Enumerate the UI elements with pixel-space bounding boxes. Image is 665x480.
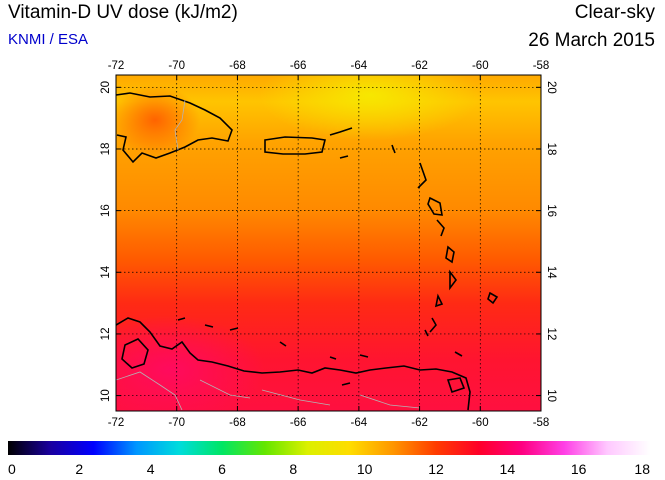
date-label: 26 March 2015 [528,30,655,51]
lat-label-right: 10 [545,389,557,402]
colorbar: 0 2 4 6 8 10 12 14 16 18 [8,441,650,477]
lon-label-bottom: -64 [351,417,368,429]
colorbar-label: 18 [634,461,650,477]
lon-label-top: -62 [411,60,428,72]
lesser-antilles-coast [391,144,499,337]
lon-label-bottom: -58 [533,417,550,429]
lon-label-top: -66 [290,60,307,72]
lat-label-left: 10 [100,389,112,402]
lat-label-left: 20 [100,81,112,94]
small-islands [177,317,463,386]
lat-label-left: 14 [100,265,112,278]
lon-label-top: -72 [108,60,125,72]
lon-label-bottom: -68 [229,417,246,429]
sky-type-label: Clear-sky [574,2,655,23]
colorbar-label: 12 [428,461,444,477]
colorbar-gradient [8,441,650,455]
colorbar-label: 2 [75,461,83,477]
colorbar-label: 10 [357,461,373,477]
lat-label-left: 12 [100,328,112,341]
lon-label-top: -60 [472,60,489,72]
lon-label-bottom: -72 [108,417,125,429]
graticule [116,75,541,411]
coastlines [116,92,499,411]
south-america-coast [116,317,471,411]
map-frame [115,74,542,412]
lon-label-bottom: -60 [472,417,489,429]
lon-label-top: -68 [229,60,246,72]
trinidad-coast [446,377,466,394]
colorbar-label: 6 [218,461,226,477]
credit-label: KNMI / ESA [8,31,89,48]
map-title: Vitamin-D UV dose (kJ/m2) [8,2,238,23]
lat-label-right: 14 [545,266,557,279]
lat-label-left: 16 [100,204,112,217]
maracaibo-lake [121,338,149,369]
lat-label-left: 18 [100,143,112,156]
lat-label-right: 16 [545,204,557,217]
lat-label-right: 12 [545,328,557,341]
country-borders [116,99,421,411]
lon-label-top: -58 [533,60,550,72]
colorbar-label: 14 [500,461,516,477]
axis-labels: -72 -72 -70 -70 -68 -68 -66 -66 -64 -64 -62 -62 -60 -… [100,60,557,429]
lon-label-bottom: -62 [411,417,428,429]
puerto-rico-coast [264,136,326,155]
lat-label-right: 18 [545,143,557,156]
lon-label-bottom: -70 [168,417,185,429]
colorbar-label: 8 [289,461,297,477]
uv-field [116,75,541,411]
colorbar-label: 16 [571,461,587,477]
hispaniola-coast [116,92,233,164]
lat-label-right: 20 [545,81,557,94]
colorbar-label: 0 [8,461,16,477]
colorbar-label: 4 [147,461,155,477]
lon-label-top: -64 [351,60,368,72]
colorbar-labels: 0 2 4 6 8 10 12 14 16 18 [8,461,650,477]
virgin-islands-coast [329,127,353,159]
lon-label-bottom: -66 [290,417,307,429]
lon-label-top: -70 [168,60,185,72]
